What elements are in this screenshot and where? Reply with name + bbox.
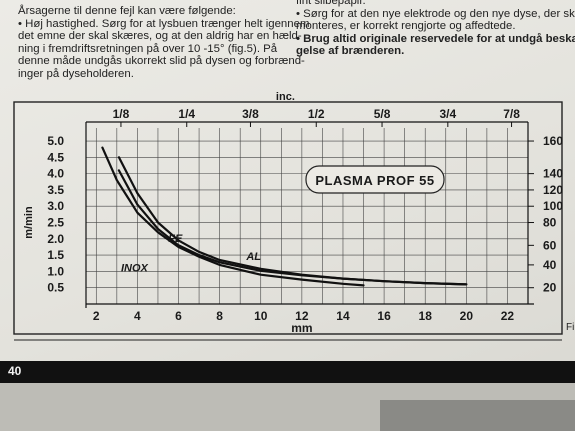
left-text-line: denne måde undgås ukorrekt slid på dysen… [18,55,305,67]
y-axis-title: m/min [23,206,35,239]
left-text-line: Årsagerne til denne fejl kan være følgen… [18,5,236,17]
series-line-inox [101,146,365,287]
footer-bar [0,361,575,383]
right-text-line: gelse af brænderen. [296,45,405,57]
right-tick-label: 140 [543,167,563,181]
y-tick-label: 2.5 [47,216,64,230]
x-tick-label: 6 [175,309,182,323]
page-number: 40 [8,364,22,378]
series-line-al [117,169,468,286]
right-text-line: • Sørg for at den nye elektrode og den n… [296,7,575,20]
top-tick-label: 1/8 [113,107,130,121]
right-tick-label: 120 [543,183,563,197]
right-tick-label: 80 [543,216,557,230]
y-tick-label: 3.5 [47,183,64,197]
top-tick-label: 3/4 [439,107,456,121]
top-tick-label: 1/2 [308,107,325,121]
x-tick-label: 20 [460,309,474,323]
background-object [380,400,575,431]
right-tick-label: 160 [543,134,563,148]
x-tick-label: 16 [377,309,391,323]
left-text-line: ning i fremdriftsretningen på over 10 -1… [18,42,278,55]
series-label-inox: INOX [121,262,149,274]
y-tick-label: 3.0 [47,199,64,213]
top-axis-title: inc. [276,91,295,103]
y-tick-label: 1.0 [47,264,64,278]
x-tick-label: 14 [336,309,350,323]
left-text-line: • Høj hastighed. Sørg for at lysbuen træ… [18,17,310,30]
x-tick-label: 4 [134,309,141,323]
chart-axes [85,121,534,308]
right-text-line: fint slibepapir. [296,0,366,7]
right-tick-label: 20 [543,281,557,295]
x-axis-title: mm [291,321,312,335]
chart-grid [86,128,528,304]
top-tick-label: 5/8 [374,107,391,121]
x-tick-label: 2 [93,309,100,323]
chart-series: INOX FE AL [101,146,468,287]
right-tick-label: 40 [543,258,557,272]
chart-frame [13,101,563,335]
x-tick-label: 22 [501,309,515,323]
x-tick-label: 8 [216,309,223,323]
x-tick-label: 18 [419,309,433,323]
series-label-al: AL [245,251,261,263]
y-tick-label: 4.5 [47,150,64,164]
y-tick-label: 4.0 [47,167,64,181]
right-text-line: monteres, er korrekt rengjorte og affedt… [296,20,516,32]
x-tick-label: 12 [295,309,309,323]
top-tick-label: 3/8 [242,107,259,121]
right-text-line: • Brug altid originale reservedele for a… [296,32,575,45]
figure-label: Fi [566,322,575,333]
chart-title: PLASMA PROF 55 [315,173,434,188]
left-text-line: inger på dyseholderen. [18,67,134,80]
top-tick-label: 7/8 [503,107,520,121]
left-text-line: det emne der skal skæres, og at den aldr… [18,30,302,42]
chart-title-box: PLASMA PROF 55 [305,165,445,194]
right-tick-label: 100 [543,199,563,213]
top-tick-label: 1/4 [178,107,195,121]
y-tick-label: 2.0 [47,232,64,246]
chart-tick-labels: 2 4 6 8 10 12 14 16 18 20 22 mm 0.5 1.0 1.5 2.0 2.5 3.0 3.… [23,91,563,335]
y-tick-label: 0.5 [47,281,64,295]
y-tick-label: 1.5 [47,248,64,262]
y-tick-label: 5.0 [47,134,64,148]
right-tick-label: 60 [543,238,557,252]
series-label-fe: FE [168,233,183,245]
x-tick-label: 10 [254,309,268,323]
